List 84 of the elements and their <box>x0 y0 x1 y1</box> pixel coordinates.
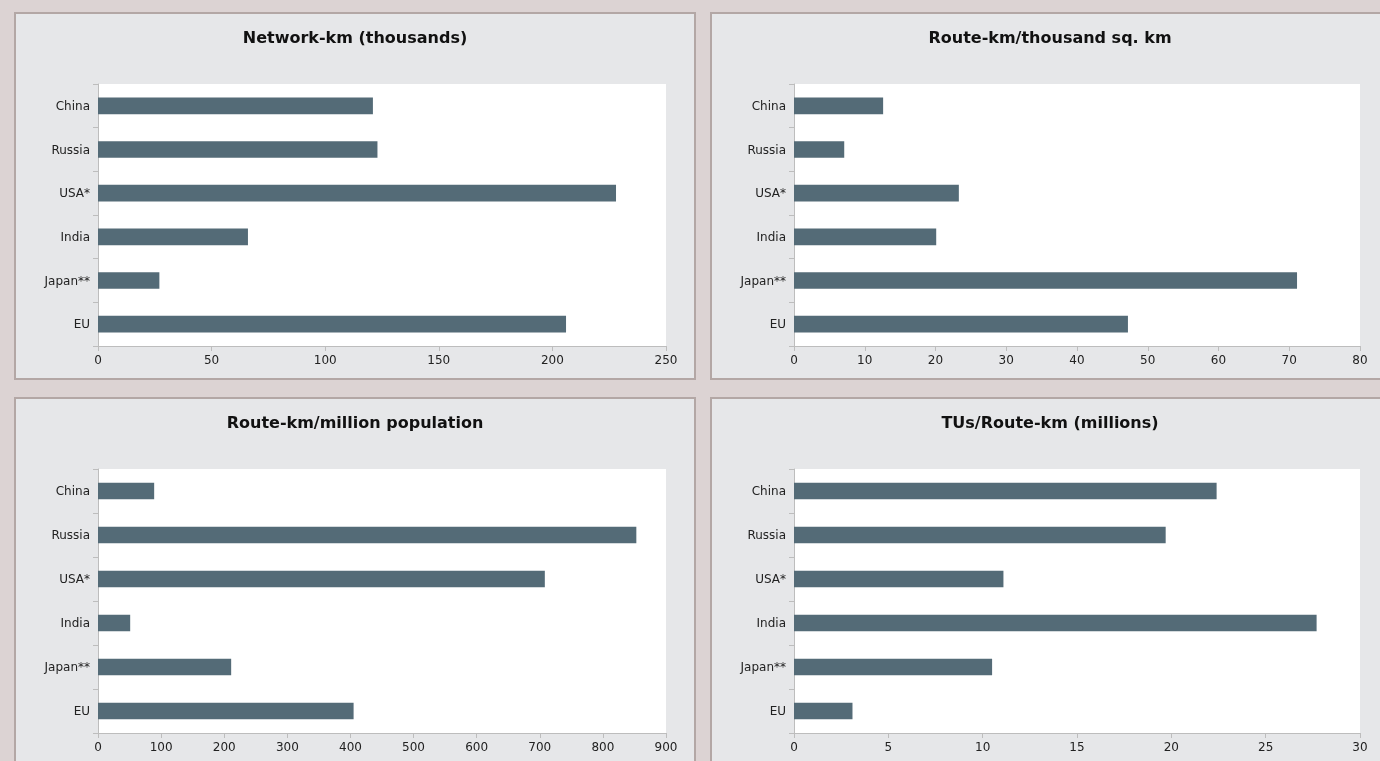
bar <box>98 614 131 632</box>
bar <box>794 141 845 158</box>
x-tick-label: 200 <box>212 740 236 754</box>
x-tick-label: 10 <box>975 740 991 754</box>
x-tick-label: 80 <box>1352 353 1368 367</box>
y-tick-label: Japan** <box>43 273 90 288</box>
y-tick-label: China <box>55 484 90 498</box>
bar <box>794 614 1317 632</box>
y-tick-label: Russia <box>51 528 90 542</box>
y-tick-label: Russia <box>51 142 90 157</box>
y-tick-label: USA* <box>755 186 786 201</box>
chart-title: Route-km/thousand sq. km <box>928 27 1172 47</box>
x-tick-label: 150 <box>427 353 451 367</box>
bar <box>98 272 160 289</box>
x-tick-label: 15 <box>1069 740 1085 754</box>
bar <box>794 315 1128 333</box>
x-tick-label: 0 <box>94 353 102 367</box>
y-tick-label: China <box>55 98 90 113</box>
y-tick-label: EU <box>769 704 786 718</box>
y-tick-label: India <box>60 616 90 630</box>
bar <box>794 228 937 246</box>
x-tick-label: 20 <box>1163 740 1179 754</box>
bar <box>794 526 1166 544</box>
x-tick-label: 900 <box>654 740 678 754</box>
x-tick-label: 300 <box>275 740 299 754</box>
y-tick-label: USA* <box>755 572 786 586</box>
y-tick-label: India <box>60 229 90 244</box>
x-tick-label: 0 <box>790 353 798 367</box>
y-tick-label: India <box>756 229 786 244</box>
bar <box>98 702 354 720</box>
bar <box>98 482 155 500</box>
x-tick-label: 60 <box>1210 353 1227 367</box>
bar <box>794 97 884 115</box>
x-tick-label: 20 <box>927 353 944 367</box>
bar <box>98 315 567 333</box>
bar <box>98 570 545 588</box>
x-tick-label: 0 <box>790 740 798 754</box>
chart-title: Network-km (thousands) <box>242 27 468 47</box>
y-tick-label: Russia <box>747 528 786 542</box>
x-tick-label: 700 <box>528 740 552 754</box>
bar <box>98 184 617 202</box>
bar <box>794 570 1004 588</box>
bar <box>98 228 248 246</box>
x-tick-label: 100 <box>149 740 173 754</box>
x-tick-label: 30 <box>998 353 1014 367</box>
bar <box>98 141 378 158</box>
bar <box>98 526 637 544</box>
y-tick-label: USA* <box>59 572 90 586</box>
chart-title: TUs/Route-km (millions) <box>941 412 1159 432</box>
chart-title: Route-km/million population <box>226 412 484 432</box>
x-tick-label: 50 <box>203 353 220 367</box>
y-tick-label: EU <box>769 317 786 332</box>
bar <box>794 482 1217 500</box>
y-tick-label: Japan** <box>739 273 786 288</box>
y-tick-label: China <box>751 98 786 113</box>
y-tick-label: Japan** <box>739 660 786 674</box>
x-tick-label: 600 <box>465 740 489 754</box>
bar <box>794 702 853 720</box>
x-tick-label: 100 <box>313 353 337 367</box>
y-tick-label: EU <box>73 704 90 718</box>
x-tick-label: 30 <box>1352 740 1368 754</box>
x-tick-label: 70 <box>1281 353 1297 367</box>
x-tick-label: 40 <box>1069 353 1085 367</box>
x-tick-label: 5 <box>884 740 893 754</box>
bar <box>794 184 959 202</box>
y-tick-label: China <box>751 484 786 498</box>
x-tick-label: 250 <box>654 353 678 367</box>
x-tick-label: 10 <box>857 353 873 367</box>
x-tick-label: 25 <box>1258 740 1274 754</box>
x-tick-label: 800 <box>591 740 615 754</box>
y-tick-label: EU <box>73 317 90 332</box>
x-tick-label: 400 <box>338 740 362 754</box>
y-tick-label: Russia <box>747 142 786 157</box>
x-tick-label: 500 <box>402 740 426 754</box>
bar <box>794 272 1298 289</box>
bar <box>794 658 993 676</box>
y-tick-label: Japan** <box>43 660 90 674</box>
x-tick-label: 50 <box>1140 353 1156 367</box>
x-tick-label: 200 <box>540 353 564 367</box>
bar <box>98 658 232 676</box>
x-tick-label: 0 <box>94 740 102 754</box>
bar <box>98 97 373 115</box>
y-tick-label: India <box>756 616 786 630</box>
y-tick-label: USA* <box>59 186 90 201</box>
